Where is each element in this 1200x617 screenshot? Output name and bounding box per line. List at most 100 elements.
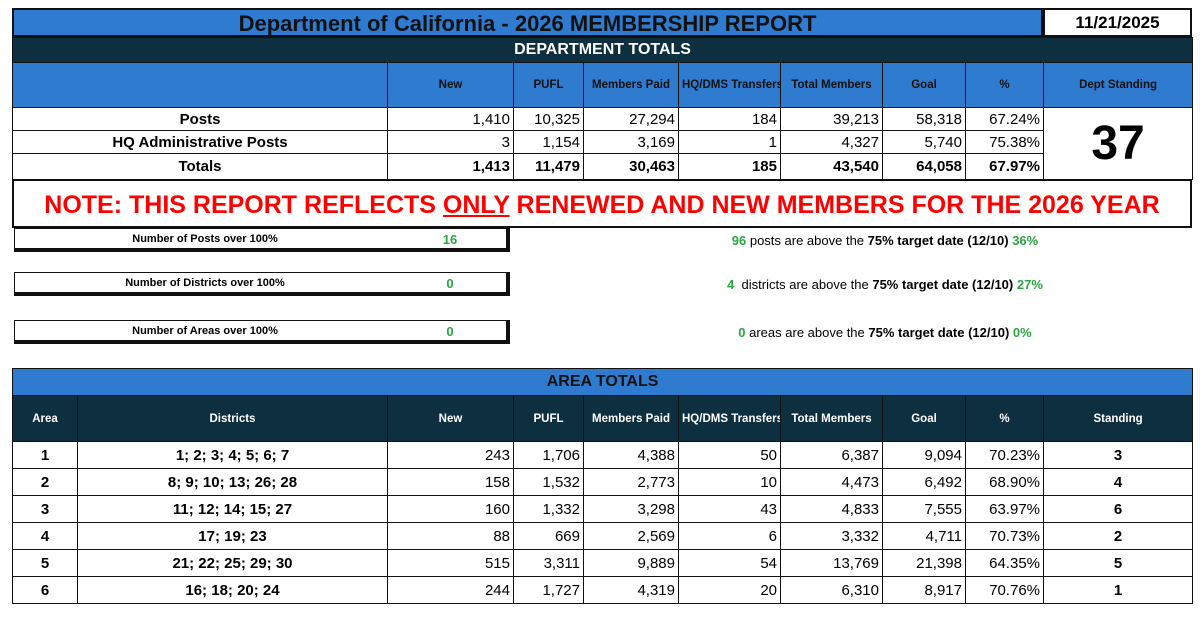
cell-value: 27,294 xyxy=(583,107,679,131)
cell-value: 64,058 xyxy=(882,153,966,180)
status-target: 75% target date (12/10) xyxy=(868,325,1010,340)
note-emphasis: ONLY xyxy=(442,191,510,219)
cell-value: 1,332 xyxy=(513,495,584,523)
districts: 17; 19; 23 xyxy=(77,522,388,550)
cell-value: 39,213 xyxy=(780,107,883,131)
column-header: Members Paid xyxy=(583,62,679,108)
cell-value: 3,298 xyxy=(583,495,679,523)
cell-value: 4,711 xyxy=(882,522,966,550)
table-row: 6 16; 18; 20; 24 244 1,727 4,319 20 6,310 8,917… xyxy=(12,576,1194,604)
cell-value: 1,413 xyxy=(387,153,514,180)
status-count: 4 xyxy=(727,277,735,292)
cell-value: 88 xyxy=(387,522,514,550)
table-row: Totals 1,413 11,479 30,463 185 43,540 64,058 67… xyxy=(12,153,1193,180)
column-header: Total Members xyxy=(780,395,883,442)
table-row: 4 17; 19; 23 88 669 2,569 6 3,332 4,711 70.73% 2 xyxy=(12,522,1194,550)
area-number: 4 xyxy=(12,522,78,550)
cell-value: 10 xyxy=(678,468,781,496)
status-count: 0 xyxy=(738,325,746,340)
standing: 6 xyxy=(1042,495,1194,523)
cell-value: 75.38% xyxy=(965,130,1044,154)
cell-value: 2,773 xyxy=(583,468,679,496)
cell-value: 70.76% xyxy=(965,576,1044,604)
cell-value: 1,706 xyxy=(513,441,584,469)
summary-label: Number of Areas over 100% xyxy=(132,325,278,337)
standing: 1 xyxy=(1042,576,1194,604)
cell-value: 7,555 xyxy=(882,495,966,523)
cell-value: 669 xyxy=(513,522,584,550)
cell-value: 1,727 xyxy=(513,576,584,604)
status-text: posts are above the xyxy=(746,233,868,248)
table-row: 5 21; 22; 25; 29; 30 515 3,311 9,889 54 13,769… xyxy=(12,549,1194,577)
status-text: districts are above the xyxy=(734,277,873,292)
column-header: Area xyxy=(12,395,78,442)
column-header: % xyxy=(965,395,1044,442)
cell-value: 70.73% xyxy=(965,522,1044,550)
column-header: Districts xyxy=(77,395,388,442)
status-percent: 36% xyxy=(1012,233,1039,248)
table-row: HQ Administrative Posts 3 1,154 3,169 1 4,327… xyxy=(12,130,1193,154)
cell-value: 184 xyxy=(678,107,781,131)
target-status: 4 districts are above the 75% target dat… xyxy=(560,277,1200,292)
row-label: HQ Administrative Posts xyxy=(12,130,388,154)
cell-value: 8,917 xyxy=(882,576,966,604)
status-target: 75% target date (12/10) xyxy=(872,277,1014,292)
column-header: HQ/DMS Transfers xyxy=(678,62,781,108)
area-number: 3 xyxy=(12,495,78,523)
cell-value: 243 xyxy=(387,441,514,469)
cell-value: 43,540 xyxy=(780,153,883,180)
cell-value: 3,332 xyxy=(780,522,883,550)
cell-value: 2,569 xyxy=(583,522,679,550)
cell-value: 5,740 xyxy=(882,130,966,154)
cell-value: 1,154 xyxy=(513,130,584,154)
cell-value: 9,094 xyxy=(882,441,966,469)
status-percent: 0% xyxy=(1012,325,1032,340)
cell-value: 20 xyxy=(678,576,781,604)
cell-value: 3 xyxy=(387,130,514,154)
summary-value: 16 xyxy=(442,232,458,247)
report-title: Department of California - 2026 MEMBERSH… xyxy=(12,8,1043,37)
cell-value: 6,387 xyxy=(780,441,883,469)
column-header: New xyxy=(387,62,514,108)
area-number: 5 xyxy=(12,549,78,577)
cell-value: 58,318 xyxy=(882,107,966,131)
summary-value: 0 xyxy=(446,276,454,291)
cell-value: 63.97% xyxy=(965,495,1044,523)
target-status: 0 areas are above the 75% target date (1… xyxy=(560,325,1200,340)
summary-label: Number of Districts over 100% xyxy=(125,277,285,289)
column-header: Members Paid xyxy=(583,395,679,442)
column-header: New xyxy=(387,395,514,442)
table-row: 1 1; 2; 3; 4; 5; 6; 7 243 1,706 4,388 50 6,387… xyxy=(12,441,1194,469)
note-text: NOTE: THIS REPORT REFLECTS xyxy=(44,191,443,219)
cell-value: 43 xyxy=(678,495,781,523)
cell-value: 3,169 xyxy=(583,130,679,154)
cell-value: 10,325 xyxy=(513,107,584,131)
status-count: 96 xyxy=(731,233,747,248)
cell-value: 6 xyxy=(678,522,781,550)
cell-value: 11,479 xyxy=(513,153,584,180)
summary-box: Number of Districts over 100% 0 xyxy=(14,272,510,296)
cell-value: 6,492 xyxy=(882,468,966,496)
column-header: Goal xyxy=(882,395,966,442)
districts: 8; 9; 10; 13; 26; 28 xyxy=(77,468,388,496)
cell-value: 160 xyxy=(387,495,514,523)
standing: 4 xyxy=(1042,468,1194,496)
department-totals-header: DEPARTMENT TOTALS xyxy=(11,37,1194,63)
report-note: NOTE: THIS REPORT REFLECTS ONLY RENEWED … xyxy=(12,179,1192,228)
cell-value: 1 xyxy=(678,130,781,154)
summary-label: Number of Posts over 100% xyxy=(132,233,278,245)
status-percent: 27% xyxy=(1016,277,1043,292)
table-row: 2 8; 9; 10; 13; 26; 28 158 1,532 2,773 10 4,47… xyxy=(12,468,1194,496)
cell-value: 4,473 xyxy=(780,468,883,496)
cell-value: 68.90% xyxy=(965,468,1044,496)
area-number: 1 xyxy=(12,441,78,469)
cell-value: 9,889 xyxy=(583,549,679,577)
column-header xyxy=(12,62,388,108)
row-label: Totals xyxy=(12,153,388,180)
cell-value: 21,398 xyxy=(882,549,966,577)
summary-box: Number of Posts over 100% 16 xyxy=(14,228,510,252)
table-row: 3 11; 12; 14; 15; 27 160 1,332 3,298 43 4,833 7… xyxy=(12,495,1194,523)
standing: 2 xyxy=(1042,522,1194,550)
cell-value: 1,410 xyxy=(387,107,514,131)
table-row: Posts 1,410 10,325 27,294 184 39,213 58,318 67.… xyxy=(12,107,1194,180)
